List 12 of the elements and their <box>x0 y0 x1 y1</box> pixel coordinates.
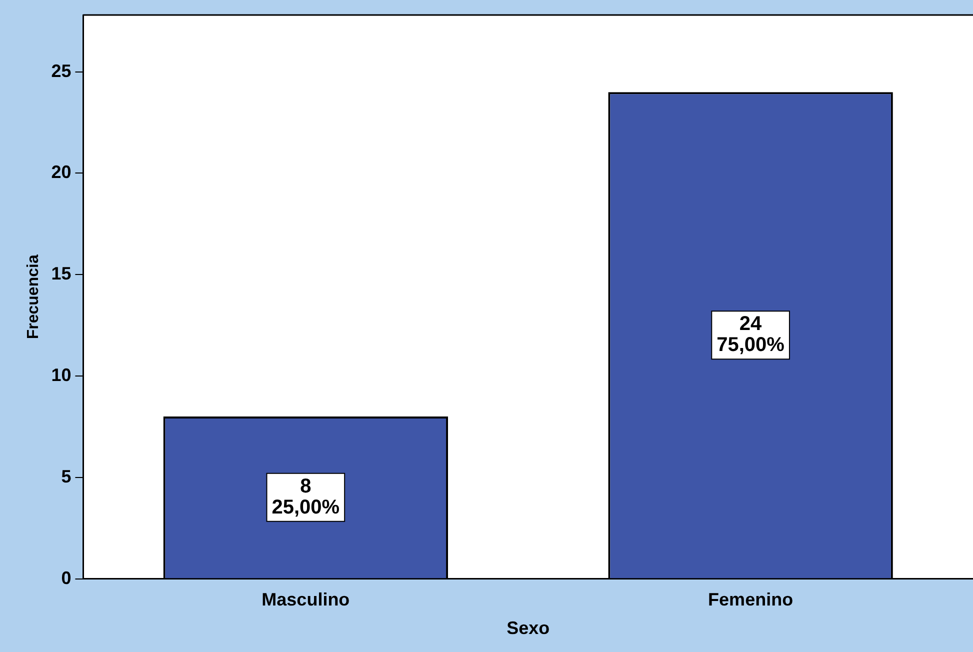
y-tick-label: 10 <box>51 364 72 385</box>
y-tick-label: 20 <box>51 162 72 182</box>
x-tick-label: Masculino <box>262 590 350 610</box>
x-tick-label: Femenino <box>708 590 794 610</box>
data-label: 8 25,00% <box>272 475 340 518</box>
y-tick-label: 5 <box>61 466 72 486</box>
data-label: 24 75,00% <box>716 313 785 356</box>
y-tick-label: 15 <box>51 264 72 284</box>
x-axis-title: Sexo <box>506 618 550 638</box>
y-axis-title: Frecuencia <box>25 254 42 340</box>
y-tick-label: 0 <box>61 568 72 588</box>
y-tick-label: 25 <box>51 60 72 81</box>
